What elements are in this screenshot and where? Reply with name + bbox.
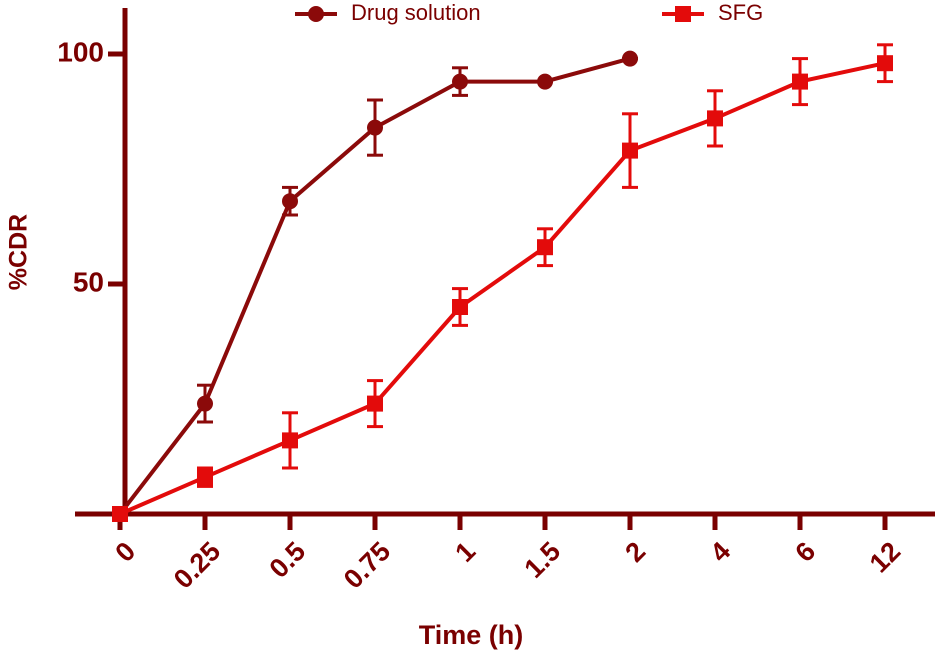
x-tick-label: 0.25 <box>168 536 226 594</box>
data-point <box>452 73 468 90</box>
data-point <box>622 142 638 159</box>
x-tick-label: 1.5 <box>519 536 567 584</box>
legend-label: Drug solution <box>351 0 481 25</box>
data-point <box>707 110 723 127</box>
data-point <box>452 299 468 315</box>
data-point <box>537 239 553 256</box>
data-point <box>367 119 383 136</box>
data-point <box>197 395 213 412</box>
data-point <box>792 73 808 90</box>
x-axis-label: Time (h) <box>419 620 524 650</box>
data-point <box>282 193 298 210</box>
x-tick-label: 4 <box>704 536 736 568</box>
data-point <box>877 55 893 72</box>
x-tick-label: 6 <box>789 536 821 568</box>
data-point <box>367 395 383 412</box>
data-point <box>112 506 128 522</box>
data-point <box>622 50 638 67</box>
data-point <box>537 73 553 90</box>
series-line <box>119 61 886 516</box>
legend-marker <box>308 6 324 22</box>
x-tick-label: 0 <box>109 536 141 568</box>
y-tick-label: 50 <box>73 266 104 297</box>
legend-label: SFG <box>718 0 763 25</box>
x-tick-label: 12 <box>864 536 906 578</box>
x-tick-label: 1 <box>449 536 481 568</box>
y-axis-label: %CDR <box>5 214 33 290</box>
legend-marker <box>675 6 691 22</box>
x-tick-label: 2 <box>619 536 651 568</box>
data-point <box>282 432 298 449</box>
x-tick-label: 0.5 <box>264 536 312 584</box>
data-point <box>197 469 213 486</box>
x-tick-label: 0.75 <box>338 536 396 594</box>
y-tick-label: 100 <box>57 36 104 67</box>
